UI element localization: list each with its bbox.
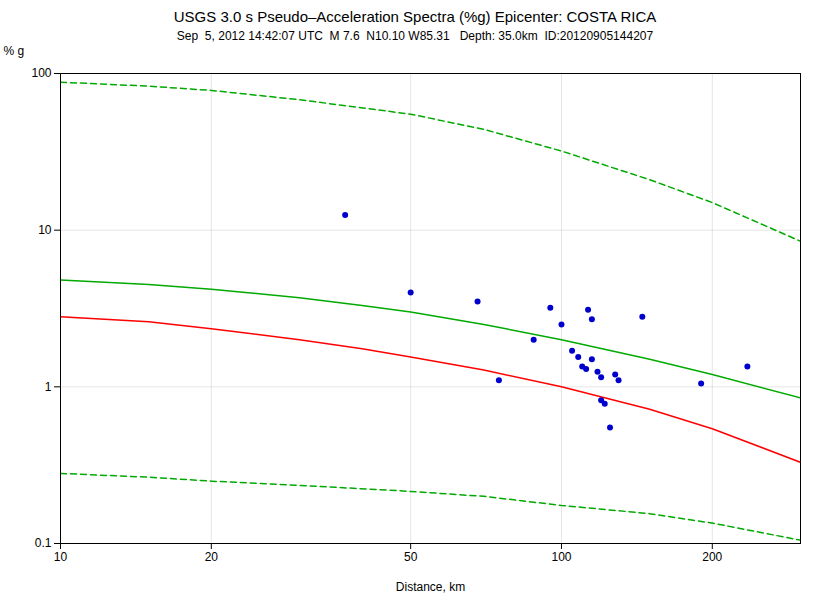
html-text:Sep 5, 2012 14:42:07 UTC M 7.6: Sep 5, 2012 14:42:07 UTC M 7.6 N10.10 W8… xyxy=(176,29,654,43)
svg-text:% g: % g xyxy=(4,44,25,58)
svg-text:100: 100 xyxy=(31,66,51,80)
svg-text:50: 50 xyxy=(404,550,418,564)
svg-text:1: 1 xyxy=(45,380,52,394)
svg-text:10: 10 xyxy=(54,550,68,564)
svg-text:100: 100 xyxy=(551,550,571,564)
svg-text:0.1: 0.1 xyxy=(35,536,52,550)
svg-text:20: 20 xyxy=(205,550,219,564)
svg-text:10: 10 xyxy=(38,223,52,237)
svg-text:Distance, km: Distance, km xyxy=(396,580,465,594)
svg-text:200: 200 xyxy=(702,550,722,564)
html-text:USGS 3.0 s Pseudo–Acceleration: USGS 3.0 s Pseudo–Acceleration Spectra (… xyxy=(173,8,657,25)
